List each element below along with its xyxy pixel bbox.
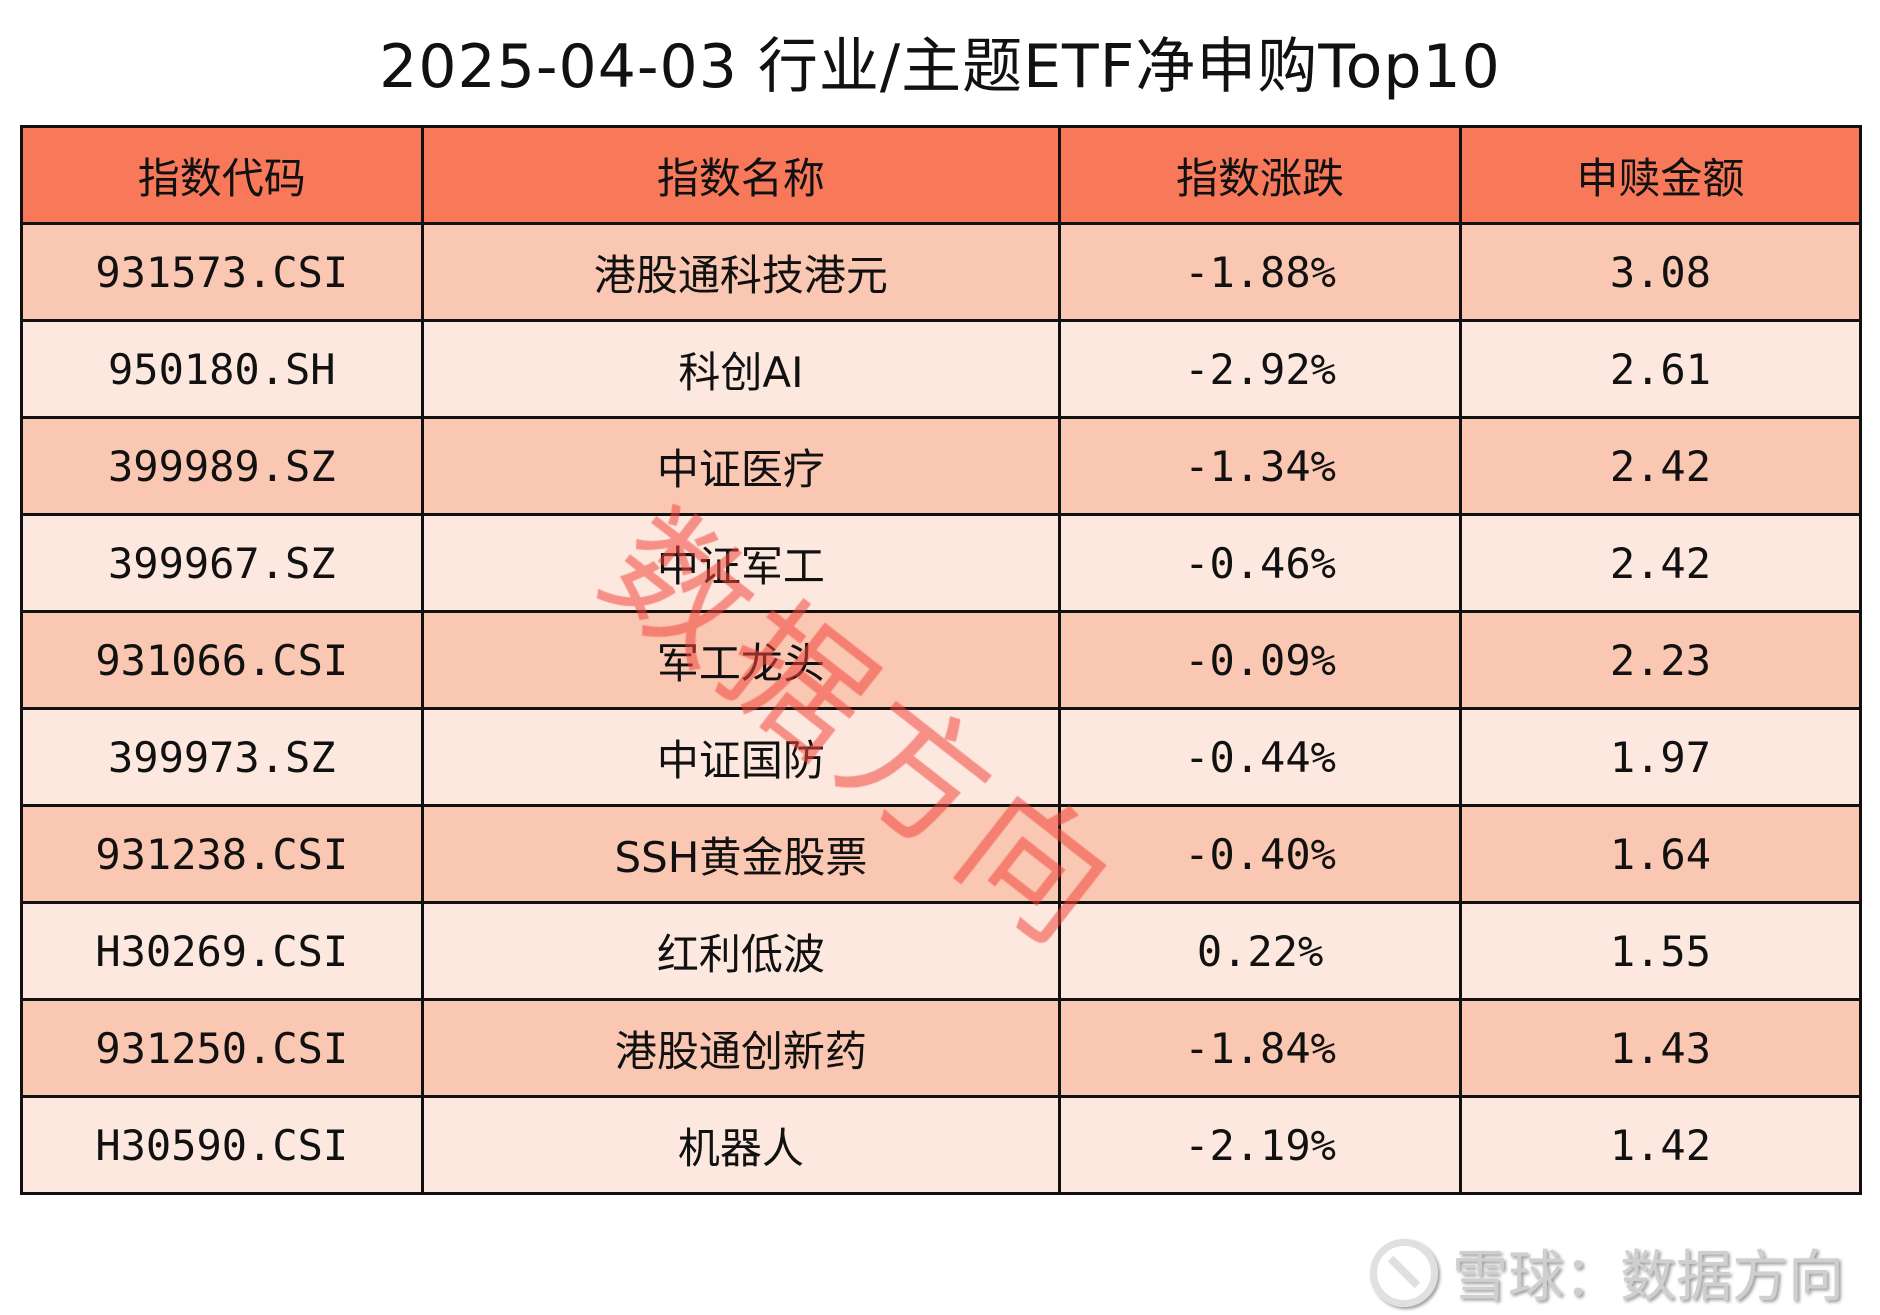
cell-amount: 2.23: [1458, 610, 1863, 710]
cell-change: -1.34%: [1058, 416, 1462, 516]
header-name: 指数名称: [420, 125, 1062, 225]
cell-code: 931573.CSI: [20, 222, 424, 322]
cell-amount: 1.64: [1458, 804, 1863, 904]
cell-code: 931238.CSI: [20, 804, 424, 904]
table-row: 931250.CSI 港股通创新药 -1.84% 1.43: [20, 998, 1863, 1098]
table-row: 399967.SZ 中证军工 -0.46% 2.42: [20, 513, 1863, 613]
table-row: 931573.CSI 港股通科技港元 -1.88% 3.08: [20, 222, 1863, 322]
cell-change: -0.40%: [1058, 804, 1462, 904]
page-title: 2025-04-03 行业/主题ETF净申购Top10: [379, 32, 1501, 102]
cell-amount: 1.43: [1458, 998, 1863, 1098]
cell-name: 中证军工: [420, 513, 1062, 613]
cell-change: -2.92%: [1058, 319, 1462, 419]
cell-change: -1.84%: [1058, 998, 1462, 1098]
cell-code: 399967.SZ: [20, 513, 424, 613]
cell-change: -0.44%: [1058, 707, 1462, 807]
cell-change: 0.22%: [1058, 901, 1462, 1001]
cell-name: SSH黄金股票: [420, 804, 1062, 904]
cell-amount: 2.61: [1458, 319, 1863, 419]
cell-name: 红利低波: [420, 901, 1062, 1001]
cell-name: 港股通创新药: [420, 998, 1062, 1098]
cell-amount: 1.42: [1458, 1095, 1863, 1195]
cell-code: 950180.SH: [20, 319, 424, 419]
cell-code: 931250.CSI: [20, 998, 424, 1098]
cell-amount: 2.42: [1458, 513, 1863, 613]
brand-watermark: 雪球：数据方向: [1370, 1232, 1844, 1313]
header-change: 指数涨跌: [1058, 125, 1462, 225]
header-amount: 申赎金额: [1458, 125, 1863, 225]
cell-amount: 2.42: [1458, 416, 1863, 516]
cell-name: 科创AI: [420, 319, 1062, 419]
table-row: 950180.SH 科创AI -2.92% 2.61: [20, 319, 1863, 419]
cell-name: 中证医疗: [420, 416, 1062, 516]
cell-code: H30269.CSI: [20, 901, 424, 1001]
table-row: 931238.CSI SSH黄金股票 -0.40% 1.64: [20, 804, 1863, 904]
cell-change: -0.09%: [1058, 610, 1462, 710]
etf-table: 指数代码 指数名称 指数涨跌 申赎金额 931573.CSI 港股通科技港元 -1.…: [20, 125, 1863, 1195]
table-row: 399989.SZ 中证医疗 -1.34% 2.42: [20, 416, 1863, 516]
table-row: H30590.CSI 机器人 -2.19% 1.42: [20, 1095, 1863, 1195]
cell-name: 港股通科技港元: [420, 222, 1062, 322]
cell-code: H30590.CSI: [20, 1095, 424, 1195]
table-row: H30269.CSI 红利低波 0.22% 1.55: [20, 901, 1863, 1001]
cell-amount: 1.97: [1458, 707, 1863, 807]
snowball-logo-icon: [1370, 1238, 1438, 1307]
cell-name: 军工龙头: [420, 610, 1062, 710]
table-header-row: 指数代码 指数名称 指数涨跌 申赎金额: [20, 125, 1863, 225]
cell-code: 399973.SZ: [20, 707, 424, 807]
header-code: 指数代码: [20, 125, 424, 225]
cell-change: -0.46%: [1058, 513, 1462, 613]
cell-name: 机器人: [420, 1095, 1062, 1195]
cell-change: -2.19%: [1058, 1095, 1462, 1195]
cell-amount: 3.08: [1458, 222, 1863, 322]
cell-code: 931066.CSI: [20, 610, 424, 710]
table-row: 931066.CSI 军工龙头 -0.09% 2.23: [20, 610, 1863, 710]
cell-amount: 1.55: [1458, 901, 1863, 1001]
cell-change: -1.88%: [1058, 222, 1462, 322]
table-row: 399973.SZ 中证国防 -0.44% 1.97: [20, 707, 1863, 807]
brand-text: 雪球：数据方向: [1452, 1245, 1844, 1310]
cell-name: 中证国防: [420, 707, 1062, 807]
cell-code: 399989.SZ: [20, 416, 424, 516]
